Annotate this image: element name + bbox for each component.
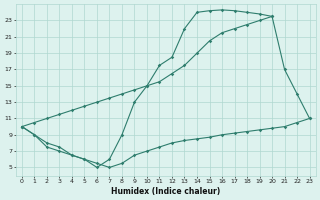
X-axis label: Humidex (Indice chaleur): Humidex (Indice chaleur) (111, 187, 220, 196)
